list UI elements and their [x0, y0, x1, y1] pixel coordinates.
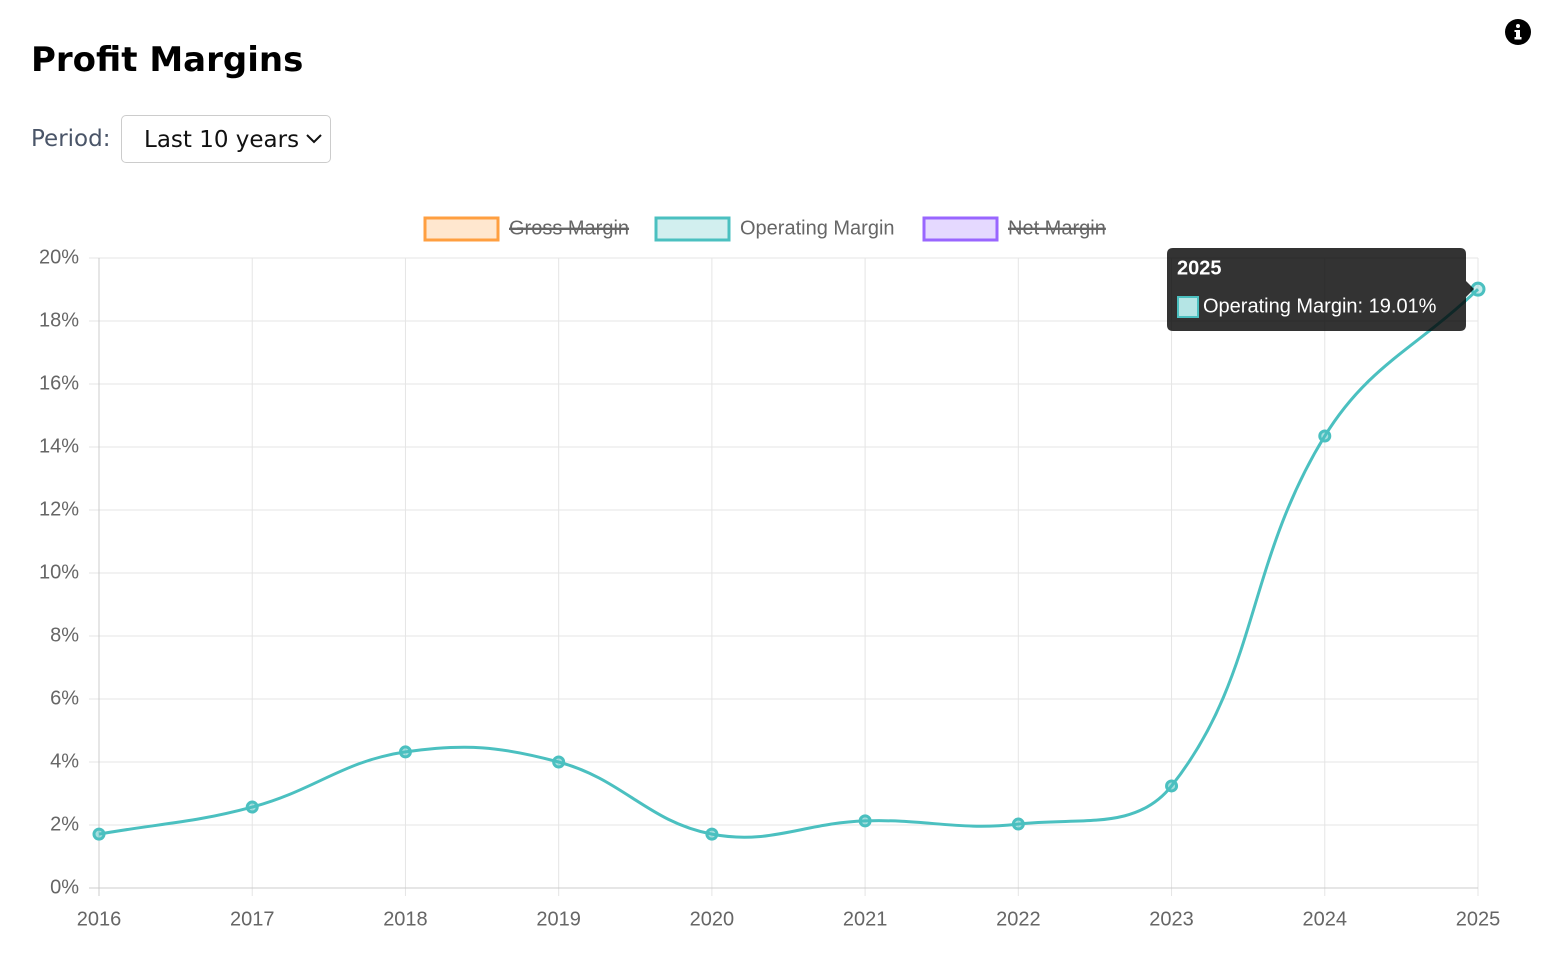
legend-item[interactable]: Net Margin [922, 216, 1106, 242]
y-tick-label: 4% [50, 750, 79, 772]
x-tick-label: 2025 [1456, 908, 1501, 930]
line [98, 288, 1480, 839]
point [1011, 817, 1025, 831]
point [92, 827, 106, 841]
point [858, 814, 872, 828]
legend-item[interactable]: Gross Margin [423, 216, 630, 242]
x-tick-label: 2020 [690, 908, 735, 930]
info-icon[interactable] [1504, 18, 1532, 46]
y-tick-label: 12% [39, 498, 79, 520]
tooltip-swatch [1177, 296, 1199, 318]
x-tick-label: 2021 [843, 908, 888, 930]
x-tick-label: 2024 [1303, 908, 1348, 930]
period-label: Period: [31, 126, 111, 152]
y-tick-label: 20% [39, 246, 79, 268]
y-tick-label: 6% [50, 687, 79, 709]
legend-item[interactable]: Operating Margin [654, 216, 895, 242]
x-tick-label: 2019 [536, 908, 581, 930]
point [1318, 429, 1332, 443]
y-tick-label: 14% [39, 435, 79, 457]
tooltip-label: Operating Margin: 19.01% [1203, 295, 1437, 317]
point [705, 827, 719, 841]
legend-swatch [423, 216, 500, 242]
select-value: Last 10 years [144, 127, 300, 153]
tooltip-title: 2025 [1177, 257, 1222, 279]
legend-swatch [654, 216, 731, 242]
y-tick-label: 8% [50, 624, 79, 646]
x-tick-label: 2016 [77, 908, 122, 930]
period-select[interactable]: Last 10 years [121, 115, 331, 163]
y-tick-label: 16% [39, 372, 79, 394]
x-tick-label: 2018 [383, 908, 428, 930]
point [245, 800, 259, 814]
x-tick-label: 2017 [230, 908, 275, 930]
x-tick-label: 2023 [1149, 908, 1194, 930]
x-tick-label: 2022 [996, 908, 1041, 930]
y-tick-label: 2% [50, 813, 79, 835]
point [398, 745, 412, 759]
legend-swatch [922, 216, 999, 242]
legend-label: Operating Margin [740, 217, 895, 239]
point [552, 755, 566, 769]
point [1165, 779, 1179, 793]
y-tick-label: 10% [39, 561, 79, 583]
y-tick-label: 0% [50, 876, 79, 898]
y-tick-label: 18% [39, 309, 79, 331]
tooltip: 2025 Operating Margin: 19.01% [1167, 248, 1474, 331]
tooltip-box [1167, 248, 1474, 331]
chevron [306, 134, 322, 144]
page-title: Profit Margins [31, 40, 304, 80]
